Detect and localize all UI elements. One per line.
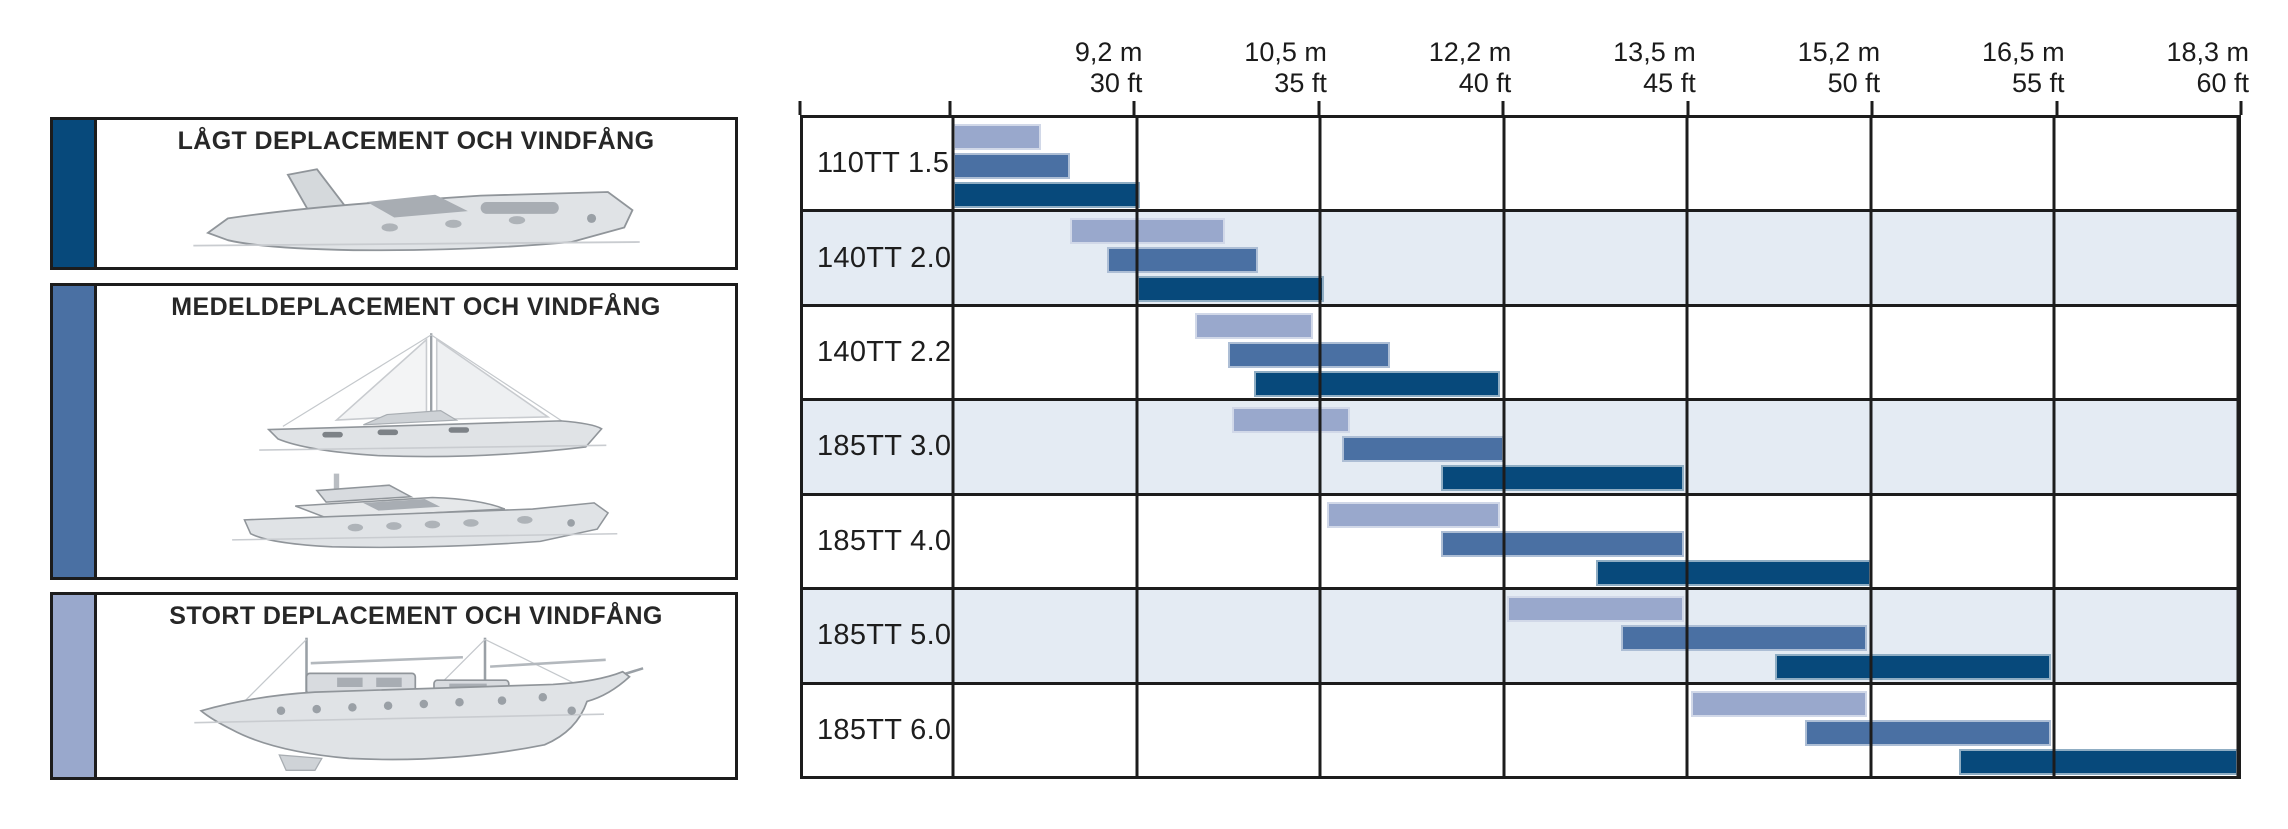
- thruster-size-table: 110TT 1.5 140TT 2.0 140TT 2.2 185TT 3.0 185T…: [800, 115, 2241, 779]
- legend-box-large-displacement: STORT DEPLACEMENT OCH VINDFÅNG: [50, 592, 738, 780]
- row-plot-area: [953, 590, 2238, 681]
- range-bar-dark: [1595, 559, 1871, 586]
- range-bar-dark: [1441, 465, 1684, 492]
- range-bar-dark: [1775, 654, 2051, 681]
- axis-tick-label: 13,5 m 45 ft: [1613, 37, 1696, 99]
- row-label: 140TT 2.2: [817, 336, 952, 369]
- range-bar-medium: [1107, 247, 1258, 274]
- tick-mark: [798, 101, 802, 115]
- range-bar-medium: [1228, 341, 1390, 368]
- row-label: 140TT 2.0: [817, 241, 952, 274]
- chart-row: 185TT 5.0: [803, 590, 2238, 685]
- range-bar-light: [1232, 407, 1350, 434]
- tick-mark: [2055, 101, 2059, 115]
- label-column-divider: [951, 118, 955, 776]
- tick-mark: [2239, 101, 2243, 115]
- axis-tick-label: 10,5 m 35 ft: [1244, 37, 1327, 99]
- axis-tick-label: 18,3 m 60 ft: [2166, 37, 2249, 99]
- range-bar-medium: [1621, 625, 1868, 652]
- range-bar-light: [1070, 218, 1225, 245]
- chart-row: 185TT 4.0: [803, 495, 2238, 591]
- row-label: 185TT 3.0: [817, 430, 952, 463]
- row-label: 110TT 1.5: [817, 147, 950, 180]
- range-bar-dark: [1136, 276, 1324, 303]
- range-bar-light: [953, 124, 1042, 150]
- range-bar-light: [1507, 596, 1684, 623]
- range-bar-dark: [1254, 370, 1501, 397]
- axis-tick-label: 9,2 m 30 ft: [1074, 37, 1143, 99]
- legend-swatch-dark-blue: [53, 120, 97, 267]
- axis-tick-label: 15,2 m 50 ft: [1797, 37, 1881, 99]
- x-axis-header: 9,2 m 30 ft 10,5 m 35 ft 12,2 m 40 ft 13,5 m 45…: [798, 18, 2249, 115]
- range-bar-medium: [1441, 530, 1684, 557]
- chart-row: 140TT 2.0: [803, 212, 2238, 307]
- row-plot-area: [953, 685, 2238, 776]
- row-label: 185TT 5.0: [817, 619, 952, 652]
- axis-tick-label: 12,2 m 40 ft: [1428, 37, 1512, 99]
- row-plot-area: [953, 401, 2238, 492]
- legend-title-large-displacement: STORT DEPLACEMENT OCH VINDFÅNG: [169, 602, 663, 630]
- range-bar-light: [1690, 690, 1868, 717]
- row-plot-area: [953, 118, 2238, 209]
- legend-title-medium-displacement: MEDELDEPLACEMENT OCH VINDFÅNG: [171, 293, 661, 321]
- legend-title-low-displacement: LÅGT DEPLACEMENT OCH VINDFÅNG: [177, 127, 655, 155]
- chart-row: 140TT 2.2: [803, 306, 2238, 402]
- range-bar-medium: [953, 153, 1071, 179]
- range-bar-dark: [1958, 748, 2238, 775]
- legend-swatch-medium-blue: [53, 286, 97, 577]
- tick-mark: [1501, 101, 1505, 115]
- tick-mark: [948, 101, 952, 115]
- legend-box-medium-displacement: MEDELDEPLACEMENT OCH VINDFÅNG: [50, 283, 738, 580]
- row-label: 185TT 4.0: [817, 524, 952, 557]
- chart-row: 110TT 1.5: [803, 118, 2238, 213]
- range-bar-light: [1327, 501, 1501, 528]
- sailboat-and-motoryacht-illustration: [105, 326, 729, 573]
- range-bar-dark: [953, 182, 1141, 208]
- axis-tick-label: 16,5 m 55 ft: [1982, 37, 2065, 99]
- tick-mark: [1686, 101, 1690, 115]
- tick-mark: [1870, 101, 1874, 115]
- range-bar-medium: [1804, 719, 2051, 746]
- row-plot-area: [953, 307, 2238, 398]
- row-plot-area: [953, 496, 2238, 587]
- legend-box-low-displacement: LÅGT DEPLACEMENT OCH VINDFÅNG: [50, 117, 738, 270]
- tick-mark: [1132, 101, 1136, 115]
- range-bar-light: [1195, 312, 1313, 339]
- classic-ketch-illustration: [105, 635, 729, 773]
- row-label: 185TT 6.0: [817, 713, 952, 746]
- legend-swatch-light-blue: [53, 595, 97, 777]
- chart-row: 185TT 6.0: [803, 684, 2238, 776]
- row-plot-area: [953, 212, 2238, 303]
- sport-cruiser-illustration: [105, 160, 729, 263]
- tick-mark: [1317, 101, 1321, 115]
- range-bar-medium: [1342, 436, 1504, 463]
- chart-row: 185TT 3.0: [803, 401, 2238, 496]
